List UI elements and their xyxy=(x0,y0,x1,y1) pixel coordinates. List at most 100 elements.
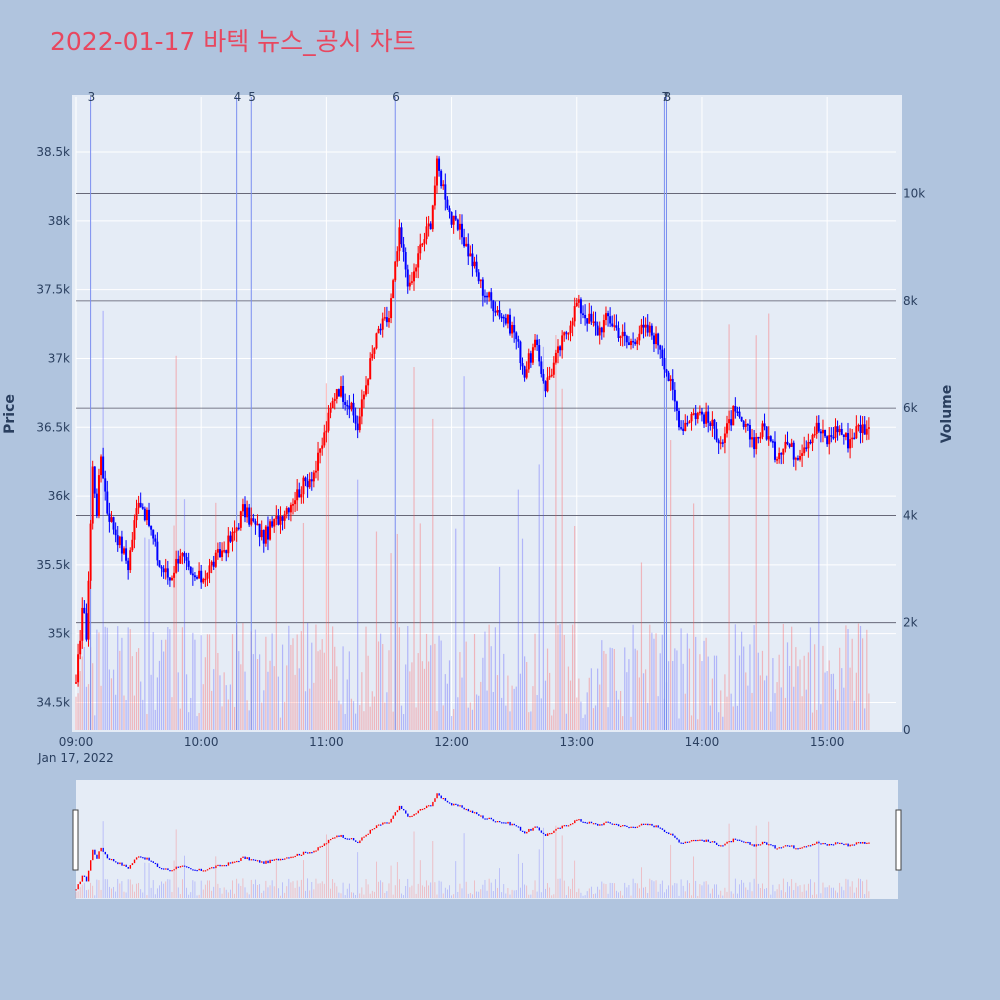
volume-bar xyxy=(98,632,100,730)
volume-bar xyxy=(292,638,294,730)
volume-bar xyxy=(267,671,269,730)
slider-volume-bar xyxy=(858,878,859,898)
slider-candle xyxy=(519,826,522,831)
slider-volume-bar xyxy=(847,879,849,898)
slider-volume-bar xyxy=(371,890,373,898)
slider-candle xyxy=(309,852,311,854)
candle-body xyxy=(799,455,802,460)
slider-candle xyxy=(190,868,192,870)
slider-candle xyxy=(405,810,407,814)
slider-candle xyxy=(828,843,831,846)
volume-bar xyxy=(361,672,363,730)
slider-volume-bar xyxy=(298,886,300,898)
candle-body xyxy=(365,385,368,395)
slider-candle xyxy=(248,857,250,861)
volume-bar xyxy=(317,651,319,730)
slider-volume-bar xyxy=(277,888,279,898)
slider-volume-bar xyxy=(163,883,165,898)
volume-bar xyxy=(204,657,206,730)
candle-body xyxy=(815,422,818,434)
slider-volume-bar xyxy=(718,894,720,898)
candle-body xyxy=(218,549,221,558)
slider-volume-bar xyxy=(799,885,801,898)
candle-body xyxy=(759,436,762,439)
slider-candle xyxy=(388,822,390,824)
slider-volume-bar xyxy=(770,894,772,898)
slider-volume-bar xyxy=(814,882,816,898)
candle-body xyxy=(863,424,866,435)
slider-candle xyxy=(165,868,167,870)
slider-volume-bar xyxy=(296,880,298,898)
x-axis-ticks: 09:00 10:00 11:00 12:00 13:00 14:00 15:00 xyxy=(59,735,845,749)
volume-bar xyxy=(580,701,582,730)
volume-bar xyxy=(862,638,864,730)
volume-bar xyxy=(761,650,764,730)
volume-bar xyxy=(603,650,605,730)
candle-body xyxy=(794,458,797,460)
volume-bar xyxy=(396,533,398,730)
volume-bar xyxy=(728,324,730,730)
volume-bar xyxy=(634,648,636,730)
volume-bar xyxy=(636,650,638,730)
slider-candle xyxy=(75,889,77,891)
candle-body xyxy=(573,306,576,322)
candle-body xyxy=(561,335,564,351)
candle-body xyxy=(513,325,516,333)
slider-candle xyxy=(505,822,507,824)
slider-candle xyxy=(565,825,568,827)
candle-body xyxy=(824,429,827,437)
range-slider-left-handle[interactable] xyxy=(72,809,79,871)
slider-candle xyxy=(115,861,117,863)
slider-volume-bar xyxy=(526,885,528,898)
volume-bar xyxy=(375,531,378,730)
range-slider-right-handle[interactable] xyxy=(895,809,902,871)
slider-volume-bar xyxy=(486,890,488,898)
volume-bar xyxy=(480,681,482,730)
volume-bar xyxy=(428,661,430,730)
slider-candle xyxy=(845,843,847,845)
slider-candle xyxy=(484,818,486,820)
slider-candle xyxy=(818,841,820,844)
candle-body xyxy=(162,568,165,573)
candle-body xyxy=(289,504,292,513)
volume-bar xyxy=(92,663,94,730)
candle-body xyxy=(143,508,146,521)
volume-bar xyxy=(129,629,131,730)
slider-candle xyxy=(580,819,582,822)
volume-bar xyxy=(845,625,847,730)
volume-bar xyxy=(766,675,768,730)
slider-volume-bar xyxy=(776,889,778,898)
slider-volume-bar xyxy=(194,881,196,898)
slider-volume-bar xyxy=(307,878,309,898)
slider-volume-bar xyxy=(653,881,655,898)
volume-bar xyxy=(386,692,388,730)
slider-candle xyxy=(659,827,662,829)
volume-bar xyxy=(215,502,217,730)
volume-bar xyxy=(106,627,108,730)
candle-body xyxy=(521,363,524,367)
range-slider-area[interactable] xyxy=(76,780,898,899)
candle-body xyxy=(842,434,845,437)
slider-volume-bar xyxy=(680,879,682,898)
slider-candle xyxy=(148,857,150,861)
candle-body xyxy=(515,332,518,340)
main-plot-area xyxy=(72,95,902,732)
candle-body xyxy=(371,353,374,359)
volume-bar xyxy=(528,712,530,730)
volume-bar xyxy=(392,711,394,730)
volume-bar xyxy=(160,639,163,730)
volume-bar xyxy=(486,690,488,730)
slider-candle xyxy=(265,860,267,864)
slider-volume-bar xyxy=(849,886,851,898)
volume-bar xyxy=(576,697,578,730)
candle-body xyxy=(304,477,307,482)
volume-bar xyxy=(747,685,749,730)
slider-candle xyxy=(619,825,622,828)
slider-volume-bar xyxy=(292,881,294,898)
slider-candle xyxy=(85,876,88,882)
slider-candle xyxy=(482,815,484,819)
slider-volume-bar xyxy=(586,891,588,898)
volume-bar xyxy=(163,651,165,730)
candle-body xyxy=(696,412,699,420)
slider-candle xyxy=(651,823,653,826)
